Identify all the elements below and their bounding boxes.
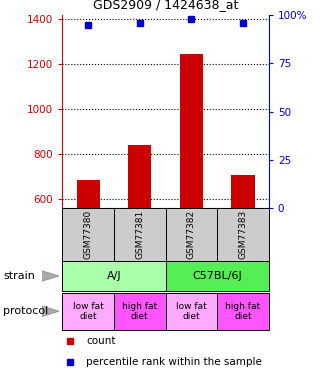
Text: high fat
diet: high fat diet xyxy=(225,302,260,321)
Bar xyxy=(231,175,255,208)
Bar xyxy=(76,180,100,208)
Title: GDS2909 / 1424638_at: GDS2909 / 1424638_at xyxy=(93,0,238,11)
Polygon shape xyxy=(42,306,59,316)
Text: strain: strain xyxy=(3,271,35,281)
Text: GSM77382: GSM77382 xyxy=(187,210,196,259)
Text: low fat
diet: low fat diet xyxy=(73,302,104,321)
Bar xyxy=(166,292,217,330)
Bar xyxy=(114,208,166,261)
Text: GSM77381: GSM77381 xyxy=(135,210,144,259)
Bar xyxy=(166,261,269,291)
Text: low fat
diet: low fat diet xyxy=(176,302,207,321)
Bar xyxy=(114,292,166,330)
Text: protocol: protocol xyxy=(3,306,48,316)
Bar xyxy=(62,261,166,291)
Bar xyxy=(166,208,217,261)
Bar xyxy=(217,208,269,261)
Bar xyxy=(128,145,151,208)
Bar xyxy=(217,292,269,330)
Text: high fat
diet: high fat diet xyxy=(122,302,157,321)
Text: count: count xyxy=(86,336,116,346)
Text: GSM77380: GSM77380 xyxy=(84,210,93,259)
Text: C57BL/6J: C57BL/6J xyxy=(192,271,242,281)
Text: percentile rank within the sample: percentile rank within the sample xyxy=(86,357,262,367)
Bar xyxy=(62,292,114,330)
Polygon shape xyxy=(42,271,59,281)
Bar xyxy=(62,208,114,261)
Text: A/J: A/J xyxy=(107,271,121,281)
Text: GSM77383: GSM77383 xyxy=(238,210,247,259)
Bar xyxy=(180,54,203,208)
